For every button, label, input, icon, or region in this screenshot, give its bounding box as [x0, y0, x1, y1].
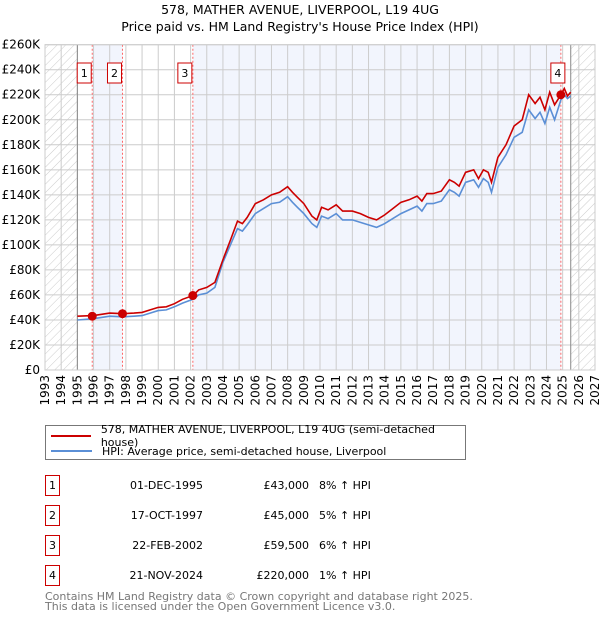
x-tick-label: 2015 — [394, 375, 408, 406]
sale-date: 22-FEB-2002 — [132, 539, 203, 552]
sale-label: 4 — [554, 67, 561, 80]
sale-date: 21-NOV-2024 — [129, 569, 203, 582]
sale-price: £45,000 — [263, 509, 310, 522]
no-data-region — [570, 44, 595, 370]
sale-price: £43,000 — [263, 479, 310, 492]
sale-label: 3 — [181, 67, 188, 80]
x-tick-label: 2022 — [507, 375, 521, 406]
x-tick-label: 2002 — [184, 375, 198, 406]
x-tick-label: 2020 — [475, 375, 489, 406]
chart-subtitle: Price paid vs. HM Land Registry's House … — [121, 19, 478, 34]
x-tick-label: 2024 — [539, 375, 553, 406]
x-tick-label: 2007 — [264, 375, 278, 406]
x-tick-label: 2004 — [216, 375, 230, 406]
x-tick-label: 2023 — [523, 375, 537, 406]
legend-label: HPI: Average price, semi-detached house,… — [102, 444, 387, 458]
chart-title: 578, MATHER AVENUE, LIVERPOOL, L19 4UG — [161, 2, 439, 17]
sale-label: 2 — [111, 67, 118, 80]
x-tick-label: 2003 — [200, 375, 214, 406]
y-tick-label: £180K — [2, 138, 42, 152]
table-row: 2 17-OCT-1997 £45,000 5% ↑ HPI — [45, 505, 465, 526]
sale-date: 01-DEC-1995 — [129, 479, 203, 492]
sale-number: 4 — [45, 565, 60, 586]
x-tick-label: 1995 — [70, 375, 84, 406]
sale-number: 1 — [45, 475, 60, 496]
y-tick-label: £60K — [9, 288, 41, 302]
sale-date: 17-OCT-1997 — [130, 509, 203, 522]
x-tick-label: 2001 — [167, 375, 181, 406]
x-tick-label: 1999 — [135, 375, 149, 406]
x-tick-label: 1994 — [54, 375, 68, 406]
y-tick-label: £20K — [9, 338, 41, 352]
x-tick-label: 2017 — [426, 375, 440, 406]
sale-hpi-diff: 5% ↑ HPI — [319, 509, 371, 522]
y-tick-label: £260K — [2, 38, 42, 52]
sale-number: 2 — [45, 505, 60, 526]
table-row: 1 01-DEC-1995 £43,000 8% ↑ HPI — [45, 475, 465, 496]
x-tick-label: 1993 — [38, 375, 52, 406]
x-tick-label: 2008 — [281, 375, 295, 406]
sale-point — [117, 309, 127, 319]
sale-hpi-diff: 6% ↑ HPI — [319, 539, 371, 552]
x-tick-label: 2011 — [329, 375, 343, 406]
y-tick-label: £80K — [9, 263, 41, 277]
sale-label-box — [177, 62, 193, 84]
y-tick-label: £100K — [2, 238, 42, 252]
sale-point — [188, 291, 198, 301]
footer-licence: This data is licensed under the Open Gov… — [45, 600, 396, 613]
sale-hpi-diff: 8% ↑ HPI — [319, 479, 371, 492]
x-tick-label: 2018 — [442, 375, 456, 406]
legend-item-property: 578, MATHER AVENUE, LIVERPOOL, L19 4UG (… — [51, 423, 465, 449]
x-tick-label: 2010 — [313, 375, 327, 406]
x-tick-label: 2016 — [410, 375, 424, 406]
y-tick-label: £0 — [25, 363, 40, 377]
y-tick-label: £200K — [2, 113, 42, 127]
x-tick-label: 1996 — [87, 375, 101, 406]
legend-item-hpi: HPI: Average price, semi-detached house,… — [51, 444, 386, 458]
y-tick-label: £220K — [2, 88, 42, 102]
x-tick-label: 2013 — [362, 375, 376, 406]
ownership-band — [192, 44, 561, 370]
y-tick-label: £160K — [2, 163, 42, 177]
chart-legend: 578, MATHER AVENUE, LIVERPOOL, L19 4UG (… — [45, 423, 466, 460]
price-chart: 578, MATHER AVENUE, LIVERPOOL, L19 4UG P… — [2, 2, 600, 406]
x-tick-label: 2014 — [378, 375, 392, 406]
ownership-band — [92, 44, 123, 370]
legend-swatch-blue — [51, 450, 92, 452]
x-tick-label: 2019 — [459, 375, 473, 406]
x-tick-label: 2006 — [248, 375, 262, 406]
x-tick-label: 2025 — [556, 375, 570, 406]
table-row: 3 22-FEB-2002 £59,500 6% ↑ HPI — [45, 535, 465, 556]
sale-price: £220,000 — [256, 569, 310, 582]
legend-swatch-red — [51, 435, 91, 437]
x-tick-label: 2026 — [572, 375, 586, 406]
y-tick-label: £120K — [2, 213, 42, 227]
table-row: 4 21-NOV-2024 £220,000 1% ↑ HPI — [45, 565, 465, 586]
plot-border — [44, 44, 596, 371]
sale-point — [87, 311, 97, 321]
x-tick-label: 2027 — [588, 375, 600, 406]
x-tick-label: 2000 — [151, 375, 165, 406]
y-tick-label: £40K — [9, 313, 41, 327]
sale-point — [556, 90, 566, 100]
x-tick-label: 2009 — [297, 375, 311, 406]
footer-copyright: Contains HM Land Registry data © Crown c… — [45, 590, 473, 603]
sale-label: 1 — [81, 67, 88, 80]
x-tick-label: 2005 — [232, 375, 246, 406]
sale-hpi-diff: 1% ↑ HPI — [319, 569, 371, 582]
x-tick-label: 1998 — [119, 375, 133, 406]
legend-label: 578, MATHER AVENUE, LIVERPOOL, L19 4UG (… — [100, 423, 435, 449]
sale-number: 3 — [45, 535, 60, 556]
sale-price: £59,500 — [263, 539, 310, 552]
sale-label-box — [106, 62, 122, 84]
y-tick-label: £240K — [2, 63, 42, 77]
x-tick-label: 2021 — [491, 375, 505, 406]
x-tick-label: 1997 — [103, 375, 117, 406]
sale-label-box — [550, 62, 566, 84]
y-tick-label: £140K — [2, 188, 42, 202]
x-tick-label: 2012 — [345, 375, 359, 406]
sale-label-box — [76, 62, 92, 84]
